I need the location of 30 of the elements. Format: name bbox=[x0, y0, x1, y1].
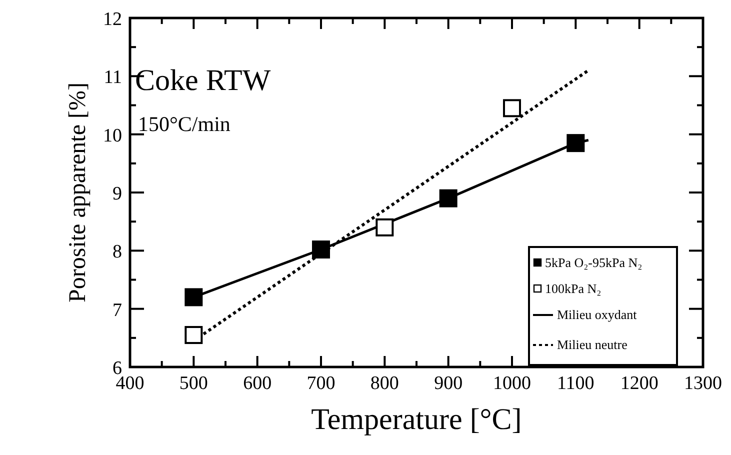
x-tick-label: 1300 bbox=[684, 373, 722, 394]
x-tick-label: 600 bbox=[243, 373, 272, 394]
legend-label: Milieu neutre bbox=[557, 337, 628, 352]
x-tick-label: 1000 bbox=[493, 373, 531, 394]
y-tick-label: 10 bbox=[103, 125, 122, 146]
x-axis-title: Temperature [°C] bbox=[311, 403, 522, 436]
legend-label: 100kPa N₂ bbox=[545, 281, 602, 296]
y-axis-title: Porosite apparente [%] bbox=[65, 82, 91, 302]
y-tick-label: 12 bbox=[103, 9, 122, 30]
point bbox=[184, 326, 203, 344]
point bbox=[566, 134, 585, 152]
text: Coke RTW bbox=[135, 64, 272, 97]
legend-label: Milieu oxydant bbox=[557, 307, 638, 322]
x-tick-label: 700 bbox=[306, 373, 336, 394]
legend-label: 5kPa O₂-95kPa N₂ bbox=[545, 255, 642, 270]
point bbox=[503, 99, 521, 118]
y-tick-label: 11 bbox=[104, 67, 122, 88]
x-tick-label: 900 bbox=[434, 373, 463, 394]
text: 150°C/min bbox=[138, 112, 231, 136]
x-tick-label: 500 bbox=[179, 373, 208, 394]
point bbox=[376, 218, 394, 236]
y-tick-label: 8 bbox=[112, 242, 122, 263]
x-tick-label: 1100 bbox=[557, 373, 594, 394]
point bbox=[312, 240, 330, 259]
y-tick-label: 9 bbox=[112, 184, 122, 204]
x-tick-label: 1200 bbox=[620, 373, 658, 394]
y-tick-label: 7 bbox=[112, 300, 122, 321]
point bbox=[439, 189, 458, 208]
x-tick-label: 800 bbox=[370, 373, 399, 394]
point bbox=[184, 288, 203, 306]
